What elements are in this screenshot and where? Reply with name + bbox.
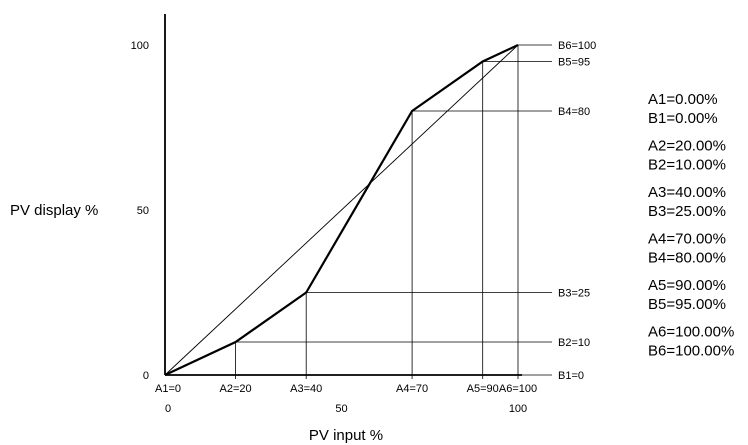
x-tick-label: 0: [165, 403, 171, 415]
pair-label-b: B3=25.00%: [648, 203, 726, 220]
y-tick-label: 50: [137, 205, 149, 217]
pair-label-a: A4=70.00%: [648, 231, 726, 248]
pair-label-a: A5=90.00%: [648, 277, 726, 294]
pair-label-b: B2=10.00%: [648, 157, 726, 174]
pair-label-b: B4=80.00%: [648, 250, 726, 267]
pair-label-a: A3=40.00%: [648, 184, 726, 201]
scaling-curve-line: [164, 44, 519, 376]
guide-lines: [165, 44, 552, 379]
x-tick-label: 100: [509, 403, 527, 415]
x-tick-label: 50: [335, 403, 347, 415]
y-marker-label: B5=95: [558, 57, 590, 69]
x-axis-title: PV input %: [309, 427, 383, 444]
y-marker-label: B1=0: [558, 370, 584, 382]
pair-label-a: A2=20.00%: [648, 138, 726, 155]
x-marker-label: A1=0: [155, 383, 181, 395]
x-marker-label: A3=40: [290, 383, 322, 395]
axes: [164, 14, 522, 376]
series-lines: [164, 44, 519, 376]
pair-label-b: B6=100.00%: [648, 343, 734, 360]
x-marker-label: A2=20: [220, 383, 252, 395]
y-marker-label: B3=25: [558, 288, 590, 300]
y-marker-label: B6=100: [558, 40, 596, 52]
y-tick-label: 0: [143, 370, 149, 382]
pair-label-a: A6=100.00%: [648, 324, 734, 341]
pair-label-b: B1=0.00%: [648, 110, 718, 127]
pair-label-b: B5=95.00%: [648, 296, 726, 313]
y-tick-label: 100: [131, 40, 149, 52]
y-marker-label: B4=80: [558, 106, 590, 118]
pair-label-a: A1=0.00%: [648, 91, 718, 108]
y-axis-title: PV display %: [10, 202, 98, 219]
x-marker-label: A4=70: [396, 383, 428, 395]
y-marker-label: B2=10: [558, 337, 590, 349]
reference-diagonal-line: [164, 44, 519, 376]
x-marker-label: A5=90: [467, 383, 499, 395]
x-marker-label: A6=100: [499, 383, 537, 395]
